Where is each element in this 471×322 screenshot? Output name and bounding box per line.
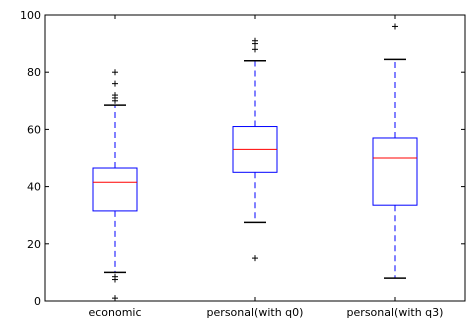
outlier-point xyxy=(252,37,258,44)
outlier-point xyxy=(112,295,118,302)
y-tick-label: 80 xyxy=(27,66,41,79)
outlier-point xyxy=(112,80,118,87)
box-group xyxy=(232,37,278,262)
box xyxy=(92,167,138,212)
outlier-point xyxy=(252,255,258,262)
y-tick-label: 20 xyxy=(27,238,41,251)
y-tick-label: 100 xyxy=(20,9,41,22)
box-group xyxy=(92,69,138,302)
x-tick-label: personal(with q3) xyxy=(347,306,444,319)
outlier-point xyxy=(112,273,118,280)
y-axis: 0 20 40 60 80 100 xyxy=(20,9,465,308)
y-tick-label: 60 xyxy=(27,123,41,136)
box xyxy=(372,137,418,206)
outlier-point xyxy=(112,69,118,76)
x-tick-label: economic xyxy=(88,306,141,319)
box-group xyxy=(372,23,418,279)
boxes-layer xyxy=(92,23,418,302)
y-tick-label: 0 xyxy=(34,295,41,308)
outlier-point xyxy=(392,23,398,30)
outlier-point xyxy=(112,92,118,99)
outlier-point xyxy=(252,46,258,53)
y-tick-label: 40 xyxy=(27,181,41,194)
x-tick-label: personal(with q0) xyxy=(207,306,304,319)
